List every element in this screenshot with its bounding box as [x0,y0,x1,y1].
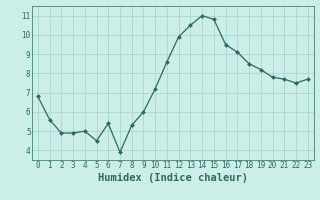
X-axis label: Humidex (Indice chaleur): Humidex (Indice chaleur) [98,173,248,183]
